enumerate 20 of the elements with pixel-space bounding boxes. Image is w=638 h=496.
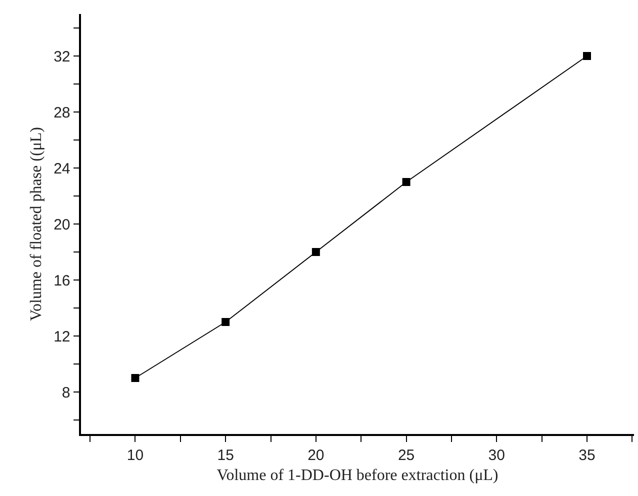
x-tick-label: 20 xyxy=(308,446,324,464)
point xyxy=(222,318,230,326)
x-tick-label: 25 xyxy=(398,446,415,464)
x-tick-label: 15 xyxy=(217,446,234,464)
y-axis-title: Volume of floated phase ((μL) xyxy=(28,127,45,321)
point xyxy=(312,248,320,256)
x-axis-title: Volume of 1-DD-OH before extraction (μL) xyxy=(216,466,498,484)
y-tick-label: 24 xyxy=(54,160,70,178)
x-tick-label: 10 xyxy=(126,446,144,464)
y-tick-label: 32 xyxy=(54,48,70,66)
point xyxy=(402,178,410,186)
y-tick-label: 16 xyxy=(54,272,70,290)
y-tick-label: 20 xyxy=(54,216,70,234)
x-tick-label: 30 xyxy=(488,446,505,464)
y-tick-label: 28 xyxy=(54,104,70,122)
y-tick-label: 8 xyxy=(62,384,70,402)
x-tick-label: 35 xyxy=(578,446,596,464)
point xyxy=(583,52,592,60)
point xyxy=(131,374,140,382)
y-tick-label: 12 xyxy=(54,328,70,346)
